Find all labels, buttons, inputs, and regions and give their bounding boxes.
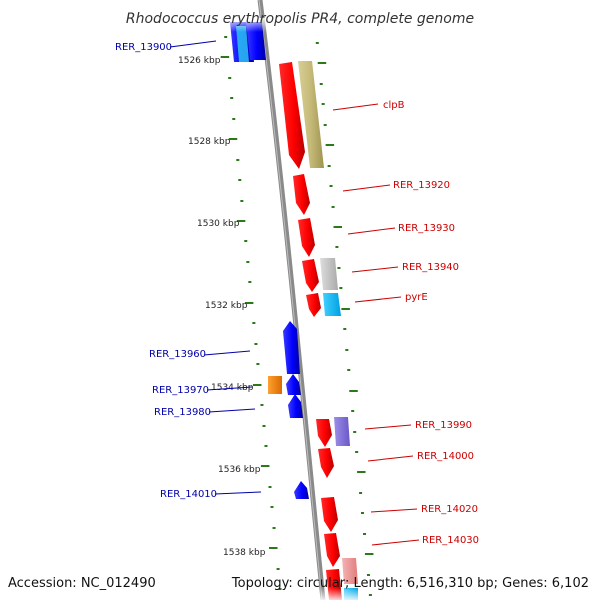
genome-backbone (257, 0, 326, 600)
gene-label-rer-14030[interactable]: RER_14030 (422, 535, 479, 546)
gene-label-pyre[interactable]: pyrE (405, 292, 428, 303)
tick-label-1536: 1536 kbp (218, 465, 261, 475)
top-fade (220, 18, 280, 32)
gene-rer-13920-arrow[interactable] (293, 174, 310, 215)
tick-label-1528: 1528 kbp (188, 137, 231, 147)
gene-arrow-bottom-pink[interactable] (342, 558, 358, 584)
gene-rer-14000-arrow[interactable] (318, 448, 334, 478)
gene-clpb-arrow[interactable] (279, 62, 305, 169)
gene-rer-13930-arrow[interactable] (298, 218, 315, 257)
gene-label-rer-13970[interactable]: RER_13970 (152, 385, 209, 396)
gene-label-rer-14020[interactable]: RER_14020 (421, 504, 478, 515)
reverse-leader-lines (169, 40, 262, 495)
gene-rer-13960-arrow[interactable] (283, 321, 300, 374)
gene-rer-14030-arrow[interactable] (324, 533, 340, 567)
page-title: Rhodococcus erythropolis PR4, complete g… (126, 11, 474, 27)
tick-marks-major (220, 56, 374, 555)
gene-label-rer-13920[interactable]: RER_13920 (393, 180, 450, 191)
gene-rer-14010-arrow[interactable] (294, 481, 309, 499)
gene-clpb-cog[interactable] (298, 61, 324, 168)
gene-pyre-arrow[interactable] (306, 293, 321, 317)
gene-rer-13970-arrow[interactable] (286, 374, 301, 395)
gene-rer-13940-cog[interactable] (320, 258, 338, 290)
gene-label-rer-13960[interactable]: RER_13960 (149, 349, 206, 360)
gene-rer-13940-arrow[interactable] (302, 259, 319, 292)
forward-leader-lines (332, 103, 420, 546)
gene-label-rer-13990[interactable]: RER_13990 (415, 420, 472, 431)
bottom-fade (310, 588, 370, 600)
gene-rer-13990-cog[interactable] (334, 417, 350, 446)
genome-summary-text: Topology: circular; Length: 6,516,310 bp… (231, 576, 589, 591)
gene-rer-13990-arrow[interactable] (316, 419, 332, 447)
gene-rer-13900-arrow-cyan[interactable] (236, 26, 249, 62)
gene-label-rer-13930[interactable]: RER_13930 (398, 223, 455, 234)
gene-label-rer-13900[interactable]: RER_13900 (115, 42, 172, 53)
tick-label-1538: 1538 kbp (223, 548, 266, 558)
tick-marks-minor (224, 36, 372, 596)
gene-label-rer-13940[interactable]: RER_13940 (402, 262, 459, 273)
gene-pyre-cog[interactable] (323, 293, 341, 316)
gene-label-clpb[interactable]: clpB (383, 100, 405, 111)
gene-rer-13970-cog[interactable] (268, 376, 282, 394)
genome-backbone-highlight (258, 0, 323, 600)
tick-label-1530: 1530 kbp (197, 219, 240, 229)
tick-label-1532: 1532 kbp (205, 301, 248, 311)
gene-label-rer-14010[interactable]: RER_14010 (160, 489, 217, 500)
gene-rer-13980-arrow[interactable] (288, 394, 303, 418)
accession-text: Accession: NC_012490 (8, 576, 156, 591)
gene-label-rer-13980[interactable]: RER_13980 (154, 407, 211, 418)
tick-label-1526: 1526 kbp (178, 56, 221, 66)
gene-label-rer-14000[interactable]: RER_14000 (417, 451, 474, 462)
gene-rer-14020-arrow[interactable] (321, 497, 338, 532)
